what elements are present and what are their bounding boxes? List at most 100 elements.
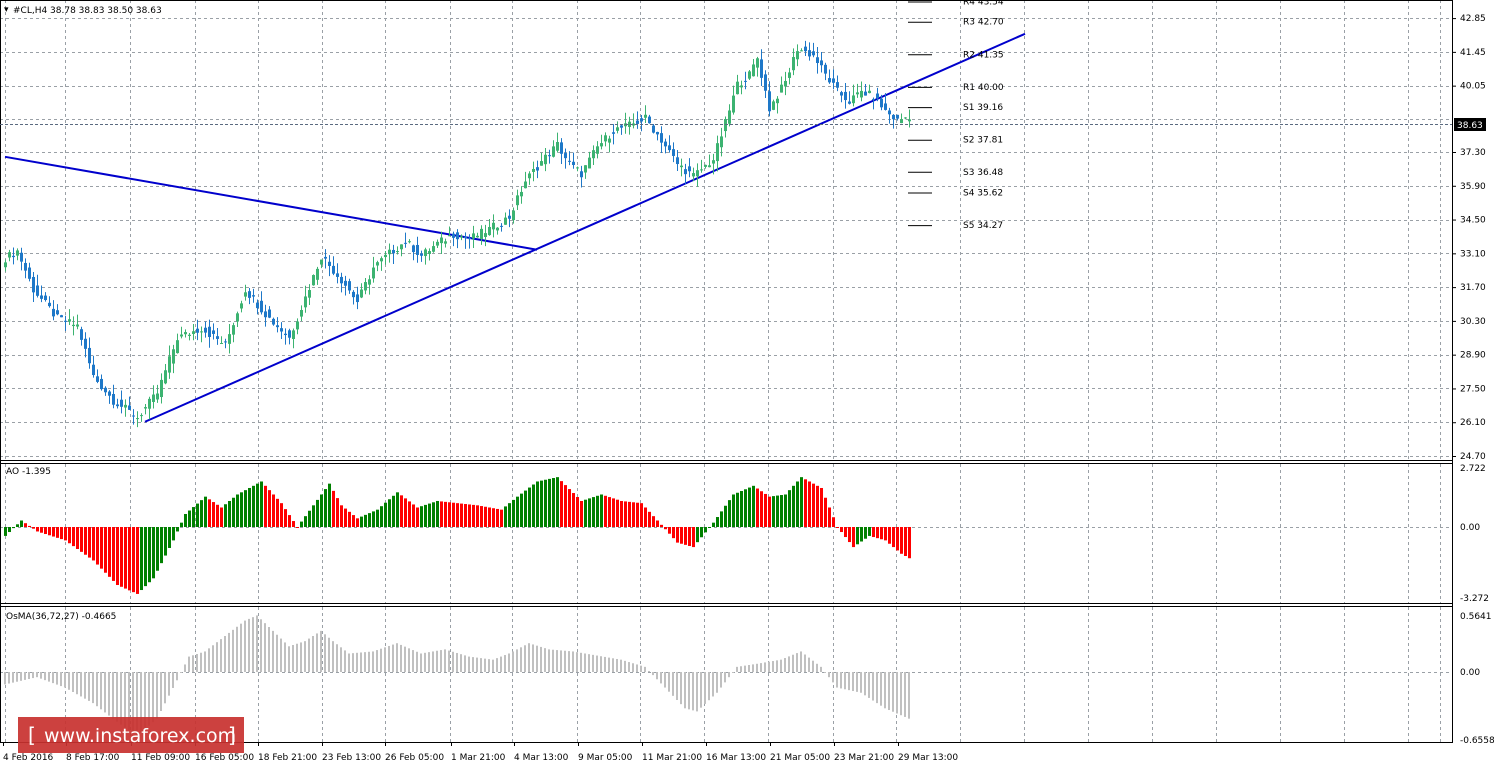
- ao-bar: [576, 497, 579, 527]
- symbol-header: #CL,H4 38.78 38.83 38.50 38.63: [13, 6, 162, 16]
- candle-body: [20, 252, 23, 262]
- x-axis-tick-label: 8 Feb 17:00: [66, 753, 120, 763]
- candle: [608, 135, 611, 153]
- ao-bar: [268, 490, 271, 527]
- candle-body: [232, 325, 235, 335]
- osma-bar: [260, 619, 262, 672]
- candle-body: [220, 343, 223, 345]
- candle: [544, 148, 547, 172]
- ao-bar: [216, 504, 219, 527]
- candle: [748, 70, 751, 81]
- ao-bar: [128, 527, 131, 591]
- ao-bar: [132, 527, 135, 593]
- candle: [764, 70, 767, 99]
- candle: [628, 116, 631, 135]
- x-axis-tick-label: 23 Mar 21:00: [834, 753, 894, 763]
- osma-bar: [168, 672, 170, 696]
- ao-bar: [396, 492, 399, 527]
- candle-body: [164, 370, 167, 384]
- osma-bar: [448, 650, 450, 672]
- osma-bar: [372, 651, 374, 672]
- ao-indicator-label: AO -1.395: [6, 467, 51, 477]
- chart-menu-arrow-icon[interactable]: ▾: [4, 5, 9, 15]
- candle-body: [468, 237, 471, 240]
- ao-bar: [376, 509, 379, 527]
- descending-trendline[interactable]: [4, 155, 538, 251]
- candle: [116, 398, 119, 409]
- ao-bar: [616, 499, 619, 527]
- candle-body: [408, 241, 411, 243]
- osma-bar: [828, 672, 830, 678]
- ao-bar: [904, 527, 907, 557]
- candle-body: [204, 327, 207, 333]
- osma-bar: [204, 651, 206, 672]
- candle-body: [508, 215, 511, 219]
- osma-bar: [412, 650, 414, 672]
- ao-bar: [36, 527, 39, 532]
- candle-body: [328, 261, 331, 266]
- candle-body: [756, 58, 759, 68]
- ao-bar: [756, 488, 759, 527]
- osma-bar: [572, 651, 574, 672]
- osma-bar: [812, 660, 814, 672]
- ao-bar: [460, 503, 463, 527]
- candle-body: [336, 273, 339, 277]
- ao-bar: [372, 511, 375, 527]
- osma-bar: [776, 660, 778, 672]
- candle-body: [80, 329, 83, 340]
- ao-bar: [328, 483, 331, 527]
- candle-body: [664, 141, 667, 147]
- osma-bar: [104, 672, 106, 713]
- candle: [508, 209, 511, 228]
- ao-bar: [660, 524, 663, 527]
- candle-body: [556, 142, 559, 151]
- ao-bar: [852, 527, 855, 548]
- candle: [40, 285, 43, 303]
- ao-bar: [692, 527, 695, 548]
- watermark-logo: [ www.instaforex.com ]: [18, 717, 244, 753]
- ao-bar: [340, 505, 343, 527]
- candle: [272, 317, 275, 326]
- osma-bar: [64, 672, 66, 688]
- candle: [28, 262, 31, 282]
- osma-bar: [692, 672, 694, 711]
- ao-bar: [604, 495, 607, 527]
- osma-bar: [664, 672, 666, 688]
- candle-body: [632, 123, 635, 126]
- candle-body: [644, 114, 647, 118]
- candle-body: [840, 92, 843, 96]
- candle-body: [308, 290, 311, 298]
- candle: [636, 111, 639, 129]
- candle-body: [896, 114, 899, 119]
- candle: [552, 140, 555, 158]
- candle: [644, 105, 647, 124]
- osma-bar: [352, 653, 354, 672]
- pivot-level-label: R3 42.70: [963, 18, 1004, 28]
- ao-bar: [316, 499, 319, 527]
- ao-bar: [872, 527, 875, 538]
- price-tag-box: [1454, 118, 1486, 131]
- candle: [564, 148, 567, 169]
- candle-body: [868, 90, 871, 94]
- candle: [384, 251, 387, 265]
- candle-body: [712, 160, 715, 164]
- candle: [64, 315, 67, 331]
- ao-bar: [364, 514, 367, 527]
- candle-body: [392, 249, 395, 254]
- ao-bar: [116, 527, 119, 586]
- ao-bar: [484, 506, 487, 527]
- candle: [176, 333, 179, 354]
- ao-bar: [456, 503, 459, 527]
- candle: [744, 71, 747, 90]
- candle-body: [44, 295, 47, 301]
- candle-body: [780, 84, 783, 93]
- candle: [100, 374, 103, 391]
- ascending-trendline[interactable]: [144, 32, 1026, 423]
- candle-body: [208, 326, 211, 338]
- osma-bar: [580, 652, 582, 672]
- candle: [812, 42, 815, 58]
- ao-bar: [600, 494, 603, 527]
- ao-bar: [544, 479, 547, 527]
